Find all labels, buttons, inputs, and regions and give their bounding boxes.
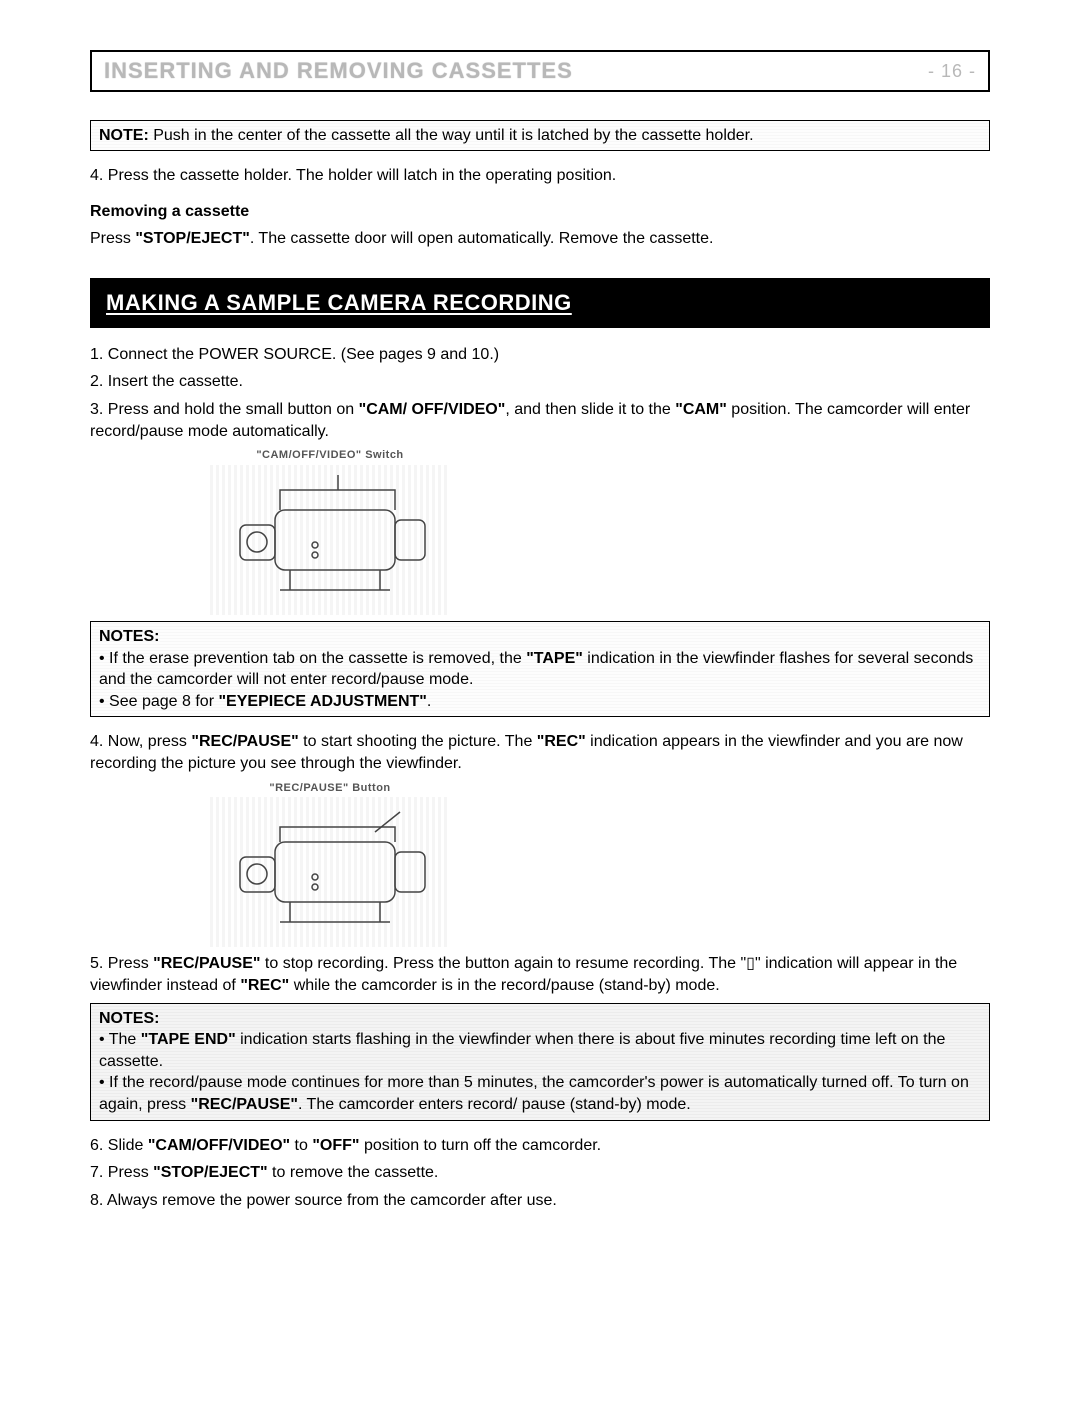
removing-heading: Removing a cassette	[90, 201, 990, 223]
camcorder-icon	[220, 802, 440, 942]
notes3-label: NOTES:	[99, 1008, 981, 1030]
s6-b2: "OFF"	[312, 1137, 359, 1154]
step-1: 1. Connect the POWER SOURCE. (See pages …	[90, 344, 990, 366]
s3-mid: , and then slide it to the	[505, 401, 675, 418]
step-5: 5. Press "REC/PAUSE" to stop recording. …	[90, 953, 990, 996]
s3-b1: "CAM/ OFF/VIDEO"	[359, 401, 506, 418]
figure-1-caption: "CAM/OFF/VIDEO" Switch	[210, 448, 450, 463]
header-title: INSERTING AND REMOVING CASSETTES	[104, 56, 573, 86]
s5-pre: 5. Press	[90, 955, 153, 972]
s7-pre: 7. Press	[90, 1164, 153, 1181]
s4m-mid: to start shooting the picture. The	[299, 733, 537, 750]
figure-2-caption: "REC/PAUSE" Button	[210, 781, 450, 796]
notes3-bullet1: • The "TAPE END" indication starts flash…	[99, 1029, 981, 1072]
s6-pre: 6. Slide	[90, 1137, 148, 1154]
notes2-bullet1: • If the erase prevention tab on the cas…	[99, 648, 981, 691]
s5-b1: "REC/PAUSE"	[153, 955, 260, 972]
page-number: - 16 -	[928, 59, 976, 83]
s3-b2: "CAM"	[675, 401, 727, 418]
s6-b1: "CAM/OFF/VIDEO"	[148, 1137, 290, 1154]
figure-1-image	[210, 465, 450, 615]
s5-post: while the camcorder is in the record/pau…	[289, 977, 719, 994]
s6-mid: to	[290, 1137, 312, 1154]
header-title-box: INSERTING AND REMOVING CASSETTES - 16 -	[90, 50, 990, 92]
n3b1-pre: • The	[99, 1031, 141, 1048]
camcorder-icon	[220, 470, 440, 610]
n2b2-pre: • See page 8 for	[99, 693, 218, 710]
s4m-b1: "REC/PAUSE"	[191, 733, 298, 750]
note-label: NOTE:	[99, 127, 149, 144]
s7-b1: "STOP/EJECT"	[153, 1164, 267, 1181]
pause-glyph-icon: ▯	[746, 955, 755, 972]
notes-box-3: NOTES: • The "TAPE END" indication start…	[90, 1003, 990, 1121]
removing-line: Press "STOP/EJECT". The cassette door wi…	[90, 228, 990, 250]
n3b2-bold: "REC/PAUSE"	[191, 1096, 298, 1113]
note-box-top: NOTE: Push in the center of the cassette…	[90, 120, 990, 152]
figure-1: "CAM/OFF/VIDEO" Switch	[210, 448, 450, 615]
s4m-pre: 4. Now, press	[90, 733, 191, 750]
n3b2-post: . The camcorder enters record/ pause (st…	[298, 1096, 691, 1113]
manual-page: INSERTING AND REMOVING CASSETTES - 16 - …	[0, 0, 1080, 1403]
removing-pre: Press	[90, 230, 135, 247]
n2b2-post: .	[427, 693, 431, 710]
step-8: 8. Always remove the power source from t…	[90, 1190, 990, 1212]
s6-post: position to turn off the camcorder.	[360, 1137, 602, 1154]
notes-box-2: NOTES: • If the erase prevention tab on …	[90, 621, 990, 717]
n3b1-bold: "TAPE END"	[141, 1031, 236, 1048]
s3-pre: 3. Press and hold the small button on	[90, 401, 359, 418]
figure-2: "REC/PAUSE" Button	[210, 781, 450, 948]
n2b1-bold: "TAPE"	[526, 650, 583, 667]
removing-bold: "STOP/EJECT"	[135, 230, 249, 247]
n2b1-pre: • If the erase prevention tab on the cas…	[99, 650, 526, 667]
notes3-bullet2: • If the record/pause mode continues for…	[99, 1072, 981, 1115]
notes2-bullet2: • See page 8 for "EYEPIECE ADJUSTMENT".	[99, 691, 981, 713]
s7-post: to remove the cassette.	[268, 1164, 439, 1181]
step-4-mid: 4. Now, press "REC/PAUSE" to start shoot…	[90, 731, 990, 774]
figure-2-image	[210, 797, 450, 947]
step-2: 2. Insert the cassette.	[90, 371, 990, 393]
s5-mid1: to stop recording. Press the button agai…	[260, 955, 746, 972]
s5-b2: "REC"	[240, 977, 289, 994]
step-3: 3. Press and hold the small button on "C…	[90, 399, 990, 442]
step-6: 6. Slide "CAM/OFF/VIDEO" to "OFF" positi…	[90, 1135, 990, 1157]
note-text: Push in the center of the cassette all t…	[149, 127, 754, 144]
n2b2-bold: "EYEPIECE ADJUSTMENT"	[218, 693, 426, 710]
removing-post: . The cassette door will open automatica…	[250, 230, 714, 247]
section-heading: MAKING A SAMPLE CAMERA RECORDING	[90, 278, 990, 328]
step-7: 7. Press "STOP/EJECT" to remove the cass…	[90, 1162, 990, 1184]
notes2-label: NOTES:	[99, 626, 981, 648]
step-4-top: 4. Press the cassette holder. The holder…	[90, 165, 990, 187]
s4m-b2: "REC"	[537, 733, 586, 750]
